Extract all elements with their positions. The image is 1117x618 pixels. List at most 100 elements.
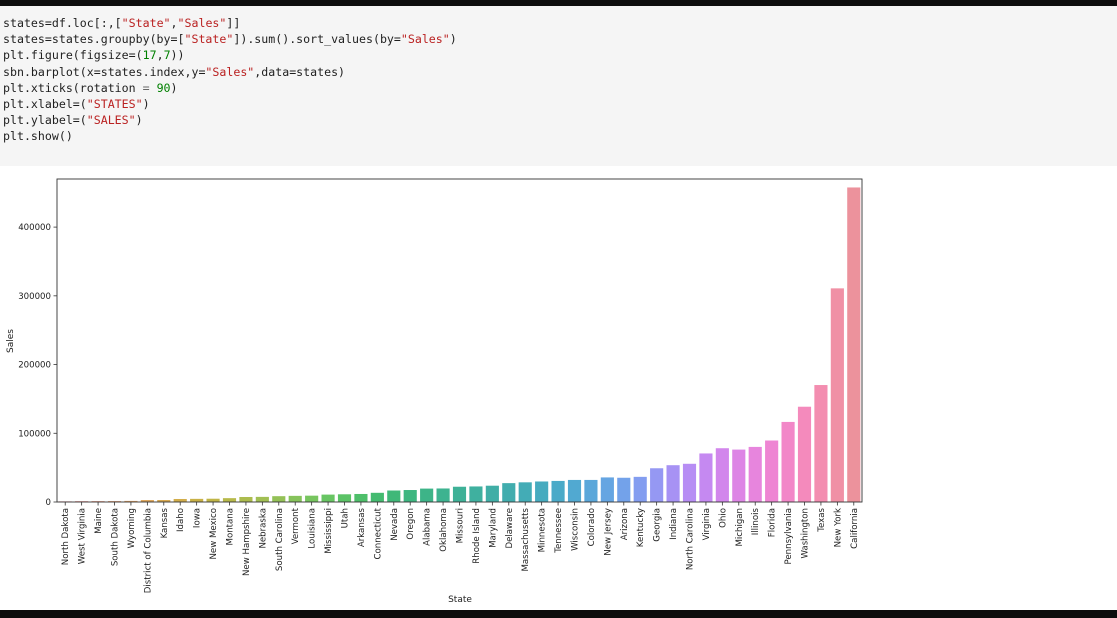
- code-line: plt.xlabel=("STATES"): [3, 96, 457, 112]
- x-tick-label: West Virginia: [78, 508, 88, 564]
- bar-rhode-island: [469, 486, 483, 502]
- x-tick-label: Montana: [226, 508, 236, 545]
- code-line: plt.figure(figsize=(17,7)): [3, 47, 457, 63]
- code-token: ,: [170, 16, 178, 30]
- code-token: =: [142, 80, 150, 95]
- x-tick-label: Vermont: [291, 507, 301, 544]
- code-token: states=states.groupby(by=[: [3, 32, 185, 47]
- bar-washington: [797, 406, 812, 502]
- code-token: ,: [156, 48, 164, 63]
- bar-montana: [222, 498, 237, 502]
- bar-new-jersey: [600, 477, 614, 502]
- y-axis-label: Sales: [6, 329, 16, 353]
- x-tick-label: Michigan: [735, 508, 745, 547]
- bar-pennsylvania: [781, 421, 795, 502]
- code-token: "State": [184, 32, 234, 47]
- bars-group: [58, 187, 861, 503]
- bar-tennessee: [551, 480, 565, 502]
- bar-north-carolina: [682, 463, 697, 502]
- bar-massachusetts: [518, 482, 532, 502]
- bar-virginia: [699, 453, 713, 502]
- y-tick-label: 300000: [18, 292, 51, 302]
- bar-mississippi: [321, 494, 335, 502]
- code-line: sbn.barplot(x=states.index,y="Sales",dat…: [3, 64, 457, 80]
- bar-indiana: [666, 465, 680, 502]
- code-line: states=df.loc[:,["State","Sales"]]: [3, 15, 457, 31]
- bar-colorado: [584, 479, 598, 502]
- bar-georgia: [650, 468, 664, 502]
- bar-california: [847, 187, 861, 503]
- x-tick-label: Alabama: [423, 508, 433, 546]
- x-tick-label: Wyoming: [127, 508, 137, 548]
- x-tick-label: North Carolina: [686, 508, 696, 570]
- code-token: "STATES": [86, 96, 143, 111]
- bar-south-carolina: [272, 496, 286, 502]
- bar-ohio: [715, 448, 729, 502]
- x-tick-label: Louisiana: [308, 508, 318, 549]
- bar-wisconsin: [567, 479, 582, 502]
- code-token: ]).sum().sort_values(by=: [233, 32, 401, 47]
- y-tick-label: 200000: [18, 361, 51, 371]
- x-tick-label: Virginia: [702, 508, 712, 540]
- y-tick-label: 400000: [18, 223, 51, 233]
- code-line: plt.show(): [3, 128, 457, 144]
- bar-oklahoma: [436, 488, 450, 502]
- bar-arizona: [617, 477, 631, 502]
- bar-wyoming: [124, 500, 138, 502]
- code-token: "Sales": [177, 16, 227, 30]
- y-tick-label: 0: [46, 498, 51, 508]
- x-tick-label: Oregon: [406, 508, 416, 540]
- bar-new-york: [830, 288, 844, 502]
- bar-minnesota: [535, 481, 549, 502]
- bar-nebraska: [255, 496, 269, 502]
- x-tick-label: New York: [833, 508, 843, 547]
- x-tick-label: Kansas: [160, 507, 170, 538]
- x-tick-label: Maryland: [488, 508, 498, 548]
- bar-new-hampshire: [239, 496, 253, 502]
- code-editor[interactable]: states=df.loc[:,["State","Sales"]] states…: [3, 15, 457, 145]
- bar-louisiana: [305, 495, 319, 502]
- code-token: plt.xticks(rotation: [3, 80, 143, 95]
- code-token: plt.xlabel=(: [3, 96, 87, 111]
- x-tick-label: Nevada: [390, 508, 400, 541]
- bar-missouri: [452, 486, 467, 502]
- x-tick-label: Mississippi: [324, 508, 334, 554]
- code-token: ,data=states): [254, 64, 346, 79]
- code-token: 17: [142, 48, 157, 63]
- x-tick-label: Iowa: [193, 508, 203, 528]
- code-token: "Sales": [400, 32, 450, 47]
- x-tick-label: Delaware: [505, 508, 515, 549]
- x-tick-label: District of Columbia: [143, 508, 153, 593]
- bar-iowa: [190, 498, 204, 502]
- x-tick-label: Missouri: [456, 508, 466, 543]
- x-tick-label: Ohio: [718, 508, 728, 528]
- code-token: ): [142, 96, 150, 111]
- code-token: 7: [163, 48, 171, 63]
- code-token: [150, 81, 157, 95]
- x-tick-label: Illinois: [751, 507, 761, 535]
- x-tick-label: Indiana: [669, 508, 679, 540]
- code-line: plt.ylabel=("SALES"): [3, 112, 457, 128]
- code-token: ]]: [226, 16, 241, 30]
- bar-texas: [814, 385, 828, 502]
- code-line: states=states.groupby(by=["State"]).sum(…: [3, 31, 457, 47]
- code-token: "State": [121, 16, 171, 30]
- bar-illinois: [748, 446, 762, 502]
- x-tick-label: Arizona: [620, 508, 630, 540]
- code-cell[interactable]: states=df.loc[:,["State","Sales"]] states…: [0, 6, 1117, 166]
- x-tick-label: Nebraska: [258, 508, 268, 549]
- x-tick-label: Massachusetts: [521, 507, 531, 571]
- window-top-bar: [0, 0, 1117, 6]
- x-tick-label: Arkansas: [357, 507, 367, 547]
- x-tick-label: South Carolina: [275, 508, 285, 571]
- code-token: sbn.barplot(x=states.index,y=: [3, 64, 206, 79]
- code-token: 90: [156, 80, 171, 95]
- bar-maryland: [485, 485, 499, 502]
- x-axis: North Dakota West Virginia Maine South Dako…: [61, 502, 860, 593]
- code-token: "SALES": [86, 113, 136, 128]
- bar-delaware: [502, 483, 516, 502]
- code-token: plt.show(): [3, 129, 73, 144]
- x-tick-label: Colorado: [587, 508, 597, 546]
- bar-vermont: [288, 495, 302, 502]
- bar-oregon: [403, 490, 417, 502]
